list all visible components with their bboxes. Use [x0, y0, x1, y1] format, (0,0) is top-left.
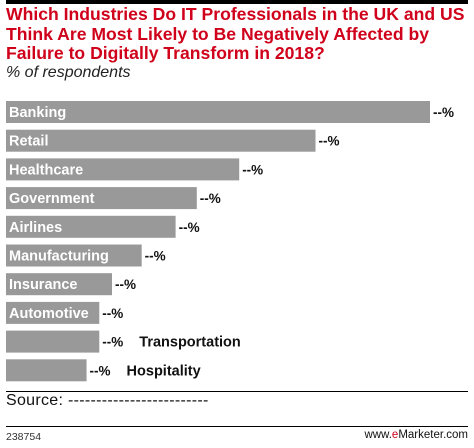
category-label-transportation: Transportation: [139, 335, 241, 351]
source-divider-top: [6, 391, 468, 392]
category-label-healthcare: Healthcare: [9, 162, 83, 178]
value-label-hospitality: --%: [90, 363, 111, 378]
chart-subtitle: % of respondents: [6, 64, 131, 81]
category-label-government: Government: [9, 191, 95, 207]
bar-retail: [6, 129, 316, 152]
bar-banking: [6, 101, 430, 123]
brand-rest: Marketer.com: [398, 429, 468, 441]
value-label-airlines: --%: [179, 220, 200, 235]
brand-e: e: [391, 429, 399, 441]
value-label-banking: --%: [433, 105, 454, 120]
bar-airlines: [6, 215, 176, 238]
bar-healthcare: [6, 158, 240, 181]
chart-title: Which Industries Do IT Professionals in …: [6, 4, 465, 63]
value-label-transportation: --%: [102, 335, 123, 350]
category-label-hospitality: Hospitality: [127, 363, 201, 379]
brand-prefix: www.: [364, 429, 392, 441]
bar-transportation: [6, 330, 100, 353]
bar-automotive: [6, 301, 100, 324]
value-label-automotive: --%: [102, 306, 123, 321]
top-rule: [6, 0, 468, 4]
category-label-airlines: Airlines: [9, 220, 62, 236]
value-label-government: --%: [200, 191, 221, 206]
source-divider-bottom: [6, 426, 468, 427]
bar-insurance: [6, 273, 112, 296]
value-label-manufacturing: --%: [145, 249, 166, 264]
category-label-automotive: Automotive: [9, 306, 89, 322]
value-label-healthcare: --%: [242, 162, 263, 177]
bar-chart: Banking --% Retail --% Healthcare --% Governme…: [6, 101, 454, 382]
category-label-retail: Retail: [9, 134, 49, 150]
category-label-manufacturing: Manufacturing: [9, 249, 109, 265]
chart-id: 238754: [6, 431, 42, 443]
source-note: Source: -------------------------: [6, 392, 209, 409]
value-label-retail: --%: [319, 134, 340, 149]
category-label-banking: Banking: [9, 105, 66, 121]
bar-government: [6, 187, 197, 210]
bar-hospitality: [6, 359, 87, 382]
brand-logo[interactable]: www.eMarketer.com: [364, 429, 468, 441]
category-label-insurance: Insurance: [9, 277, 78, 293]
bar-manufacturing: [6, 244, 142, 267]
value-label-insurance: --%: [115, 277, 136, 292]
